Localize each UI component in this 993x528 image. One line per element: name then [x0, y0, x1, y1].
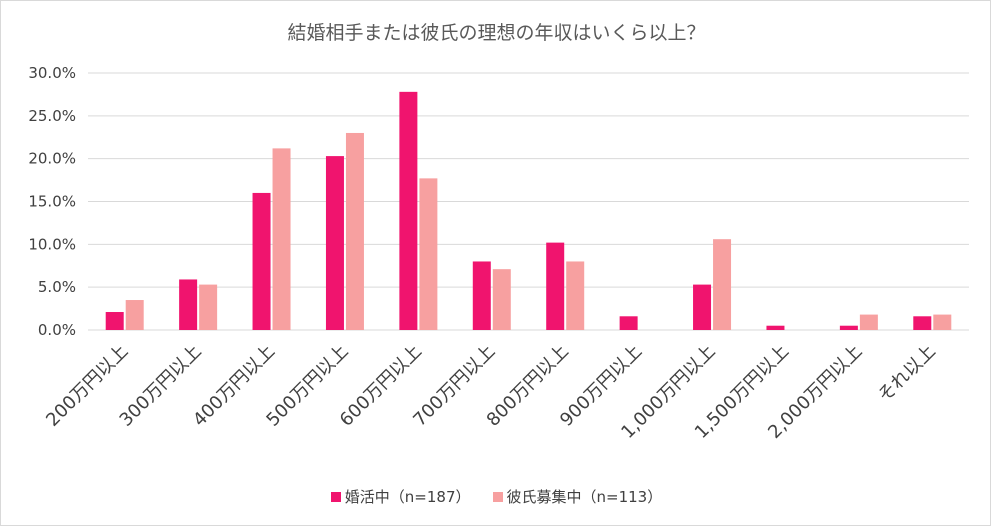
legend-item-series-1: 婚活中（n=187）	[330, 486, 471, 507]
chart-title: 結婚相手または彼氏の理想の年収はいくら以上？	[287, 22, 706, 44]
bar-series-2	[933, 314, 952, 330]
legend-swatch-series-2	[492, 491, 503, 502]
bar-series-2	[199, 284, 218, 330]
bar-series-1	[252, 192, 271, 330]
bar-series-2	[125, 300, 144, 330]
bar-series-2	[713, 239, 732, 330]
bar-series-1	[913, 316, 932, 330]
y-tick-label: 15.0%	[28, 193, 76, 211]
bar-series-1	[105, 312, 124, 330]
bar-series-1	[179, 279, 198, 330]
bar-series-2	[859, 314, 878, 330]
chart-plot: 0.0%5.0%10.0%15.0%20.0%25.0%30.0%200万円以上…	[28, 64, 969, 443]
legend-label-series-1: 婚活中（n=187）	[344, 488, 471, 506]
y-tick-label: 0.0%	[38, 321, 76, 339]
bar-series-1	[399, 91, 418, 330]
bar-series-1	[619, 316, 638, 330]
y-tick-label: 30.0%	[28, 64, 76, 82]
legend: 婚活中（n=187） 彼氏募集中（n=113）	[0, 486, 993, 507]
bar-series-2	[345, 132, 364, 330]
bar-series-2	[272, 148, 291, 330]
bar-series-1	[472, 261, 491, 330]
bar-series-1	[693, 284, 712, 330]
bar-series-2	[566, 261, 585, 330]
y-tick-label: 5.0%	[38, 278, 76, 296]
bar-series-1	[546, 242, 565, 330]
y-tick-label: 10.0%	[28, 235, 76, 253]
legend-swatch-series-1	[330, 491, 341, 502]
legend-item-series-2: 彼氏募集中（n=113）	[492, 486, 663, 507]
bar-series-2	[419, 178, 438, 330]
y-tick-label: 25.0%	[28, 107, 76, 125]
bar-series-2	[492, 269, 511, 330]
x-tick-label: それ以上	[874, 341, 940, 407]
bar-series-1	[325, 156, 344, 330]
bar-series-1	[839, 325, 858, 330]
legend-label-series-2: 彼氏募集中（n=113）	[506, 488, 663, 506]
bar-series-1	[766, 325, 785, 330]
y-tick-label: 20.0%	[28, 150, 76, 168]
